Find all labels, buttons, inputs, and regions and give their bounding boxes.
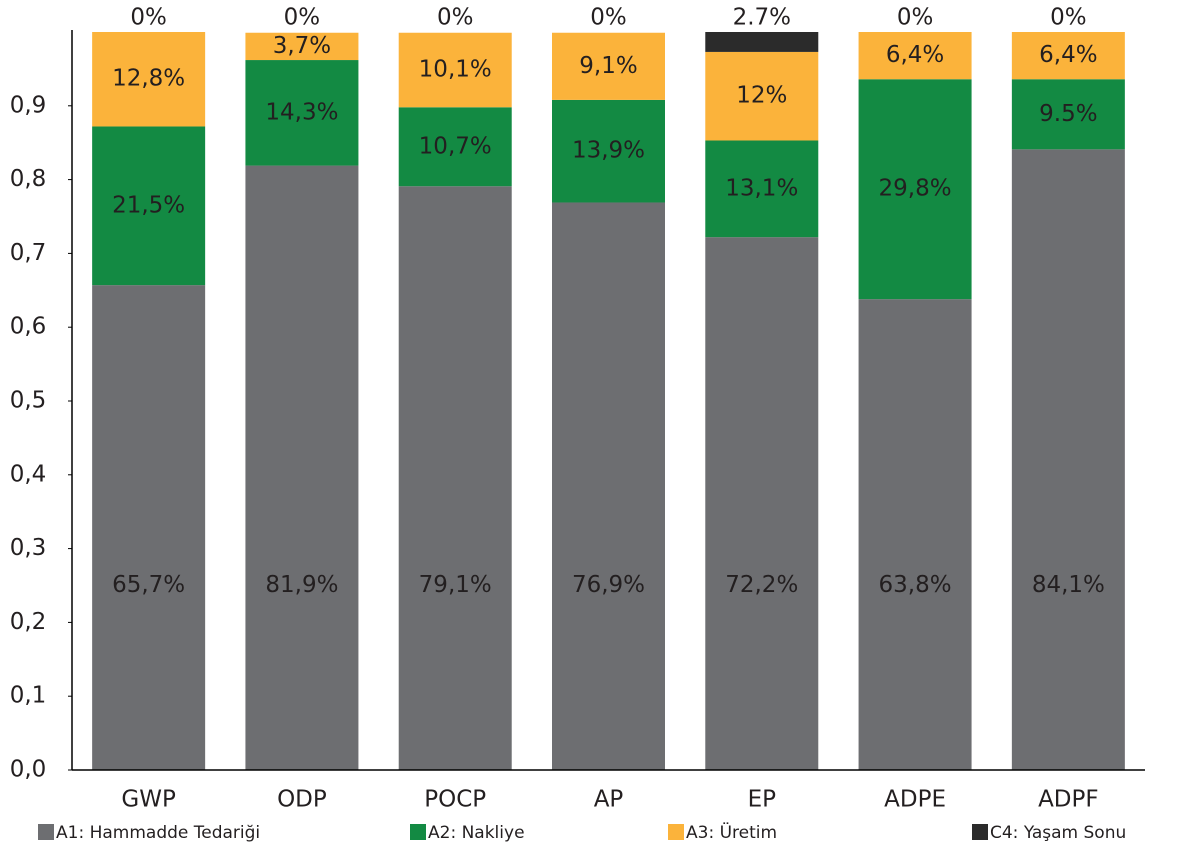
bar-segment: [1011, 149, 1125, 771]
bar-segment: [245, 32, 359, 61]
data-label: 9,1%: [579, 53, 637, 79]
data-label: 13,1%: [725, 175, 798, 201]
data-label: 10,1%: [419, 57, 492, 83]
y-tick-label: 0,0: [10, 757, 47, 783]
data-label: 84,1%: [1032, 572, 1105, 598]
legend-label: A3: Üretim: [686, 821, 777, 843]
bar-segment: [858, 32, 972, 80]
y-tick-label: 0,6: [10, 314, 47, 340]
bar-segment: [552, 99, 665, 203]
x-tick-label: EP: [748, 787, 777, 813]
legend-swatch: [972, 824, 988, 840]
bar-segment: [705, 140, 819, 238]
data-label: 13,9%: [572, 138, 645, 164]
data-label: 0%: [130, 5, 167, 31]
data-label: 9.5%: [1039, 101, 1097, 127]
bar-segment: [1011, 79, 1125, 150]
data-label: 79,1%: [419, 572, 492, 598]
y-tick-label: 0,4: [10, 461, 47, 487]
legend-label: A1: Hammadde Tedariği: [56, 823, 260, 843]
data-label: 0%: [284, 5, 321, 31]
bar-segment: [245, 60, 359, 166]
bar-segment: [705, 51, 819, 141]
data-label: 0%: [437, 5, 474, 31]
data-label: 12,8%: [112, 66, 185, 92]
bar-segment: [858, 299, 972, 770]
data-label: 12%: [736, 83, 787, 109]
data-label: 3,7%: [273, 33, 331, 59]
data-label: 2.7%: [733, 5, 791, 31]
bar-segment: [92, 285, 206, 770]
bar-segment: [705, 237, 819, 770]
legend-swatch: [38, 824, 54, 840]
y-tick-label: 0,2: [10, 609, 47, 635]
data-label: 29,8%: [879, 176, 952, 202]
bar-segment: [858, 79, 972, 300]
legend-swatch: [668, 824, 684, 840]
data-label: 81,9%: [265, 572, 338, 598]
bar-segment: [92, 126, 206, 286]
bar-segment: [245, 165, 359, 770]
bar-segment: [398, 186, 512, 770]
y-tick-label: 0,5: [10, 388, 47, 414]
x-tick-label: AP: [594, 787, 624, 813]
y-tick-label: 0,9: [10, 92, 47, 118]
legend-swatch: [410, 824, 426, 840]
data-label: 6,4%: [1039, 42, 1097, 68]
data-label: 0%: [1050, 5, 1087, 31]
data-label: 0%: [590, 5, 627, 31]
bar-segment: [552, 202, 665, 770]
legend-label: C4: Yaşam Sonu: [990, 823, 1126, 843]
data-label: 63,8%: [879, 572, 952, 598]
data-label: 0%: [897, 5, 934, 31]
y-tick-label: 0,7: [10, 240, 47, 266]
bar-segment: [92, 32, 206, 127]
data-label: 14,3%: [265, 99, 338, 125]
bar-segment: [705, 32, 819, 52]
x-tick-label: GWP: [121, 787, 176, 813]
data-label: 6,4%: [886, 42, 944, 68]
legend-label: A2: Nakliye: [428, 823, 525, 843]
bar-segment: [1011, 32, 1125, 80]
bar-segment: [398, 107, 512, 187]
x-tick-label: ADPF: [1038, 787, 1099, 813]
y-tick-label: 0,3: [10, 535, 47, 561]
x-tick-label: ODP: [277, 787, 327, 813]
bar-segment: [552, 32, 665, 100]
data-label: 72,2%: [725, 572, 798, 598]
y-tick-label: 0,8: [10, 166, 47, 192]
x-tick-label: ADPE: [884, 787, 946, 813]
data-label: 10,7%: [419, 133, 492, 159]
y-tick-label: 0,1: [10, 683, 47, 709]
data-label: 65,7%: [112, 572, 185, 598]
data-label: 76,9%: [572, 572, 645, 598]
x-tick-label: POCP: [424, 787, 486, 813]
bar-segment: [398, 32, 512, 108]
data-label: 21,5%: [112, 192, 185, 218]
